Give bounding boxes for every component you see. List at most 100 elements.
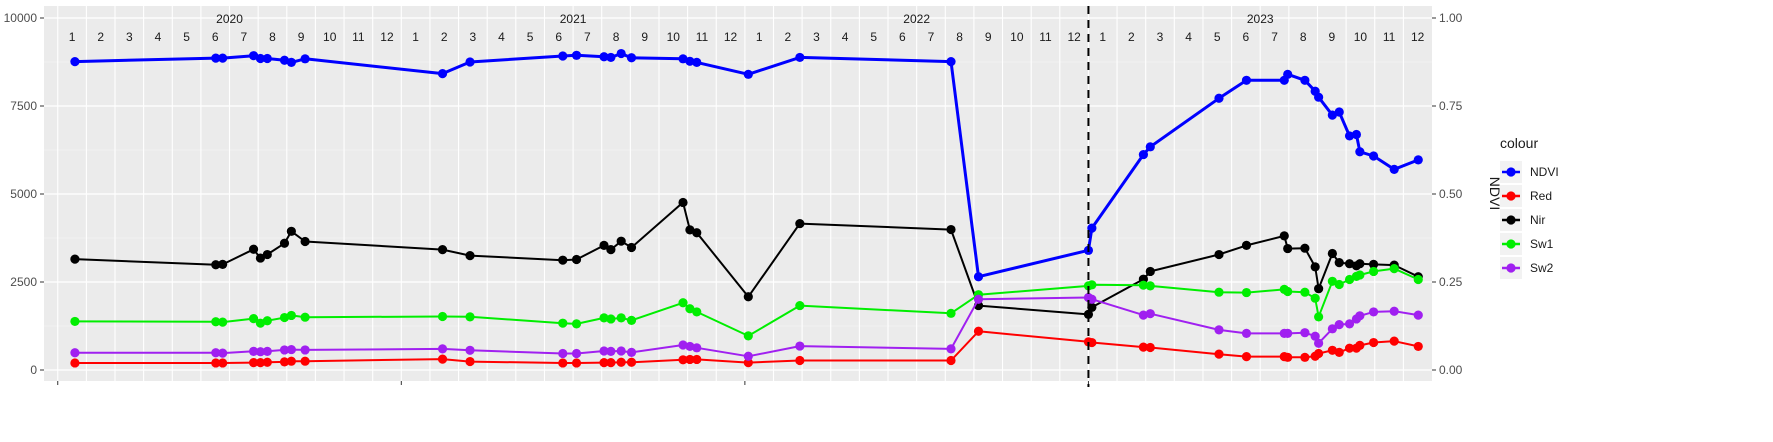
data-point-red xyxy=(1389,336,1399,346)
data-point-sw1 xyxy=(1327,276,1337,286)
data-point-ndvi xyxy=(437,69,448,79)
data-point-red xyxy=(1413,341,1423,352)
data-point-red xyxy=(1283,352,1293,362)
data-point-ndvi xyxy=(692,57,702,67)
month-label: 5 xyxy=(870,30,877,44)
month-label: 1 xyxy=(1099,30,1106,44)
data-point-sw2 xyxy=(1355,311,1365,321)
data-point-nir xyxy=(1283,243,1293,254)
legend-label: NDVI xyxy=(1530,165,1559,179)
month-label: 3 xyxy=(470,30,477,44)
data-point-sw2 xyxy=(626,347,637,357)
data-point-ndvi xyxy=(300,54,310,64)
data-point-nir xyxy=(1310,262,1320,272)
data-point-nir xyxy=(1314,284,1324,294)
data-point-red xyxy=(300,356,310,366)
data-point-sw2 xyxy=(571,348,582,359)
left-y-axis: 0 2500 5000 7500 10000 xyxy=(4,11,1089,385)
data-point-red xyxy=(211,358,221,368)
data-point-nir xyxy=(1355,259,1365,269)
data-point-sw2 xyxy=(946,344,956,354)
data-point-sw2 xyxy=(70,348,80,358)
data-point-sw1 xyxy=(678,298,688,308)
data-point-red xyxy=(606,358,616,368)
data-point-sw2 xyxy=(1334,319,1344,330)
data-point-red xyxy=(1241,352,1252,362)
data-point-sw1 xyxy=(571,319,582,329)
data-point-nir xyxy=(1241,240,1252,250)
data-point-ndvi xyxy=(286,57,296,67)
month-label: 10 xyxy=(1354,30,1368,44)
data-point-sw1 xyxy=(1241,287,1252,298)
data-point-sw1 xyxy=(286,310,296,321)
data-point-sw2 xyxy=(279,345,290,355)
data-point-red xyxy=(1344,343,1355,353)
month-label: 12 xyxy=(724,30,738,44)
y-tick-label: 2500 xyxy=(10,275,37,289)
month-label: 4 xyxy=(155,30,162,44)
data-point-sw1 xyxy=(743,331,753,341)
series-sw2 xyxy=(70,292,1423,361)
series-red xyxy=(70,326,1423,368)
data-point-red xyxy=(1214,349,1224,359)
right-y-axis-title: NDVI xyxy=(1487,177,1503,210)
data-point-red xyxy=(795,355,805,366)
data-point-nir xyxy=(1145,266,1155,277)
year-label: 2023 xyxy=(1247,12,1274,26)
data-point-nir xyxy=(1214,249,1224,260)
data-point-nir xyxy=(279,238,290,248)
data-point-sw1 xyxy=(685,304,695,314)
y2-tick-label: 0.75 xyxy=(1439,99,1463,113)
y-tick-label: 7500 xyxy=(10,99,37,113)
month-label: 5 xyxy=(183,30,190,44)
data-point-red xyxy=(218,358,228,368)
data-point-sw2 xyxy=(599,346,609,356)
month-label: 2 xyxy=(1128,30,1135,44)
y2-tick-label: 1.00 xyxy=(1439,11,1463,25)
data-point-sw2 xyxy=(1241,328,1252,338)
month-label: 11 xyxy=(1383,30,1396,44)
data-point-nir xyxy=(1327,248,1337,259)
data-point-ndvi xyxy=(70,57,80,67)
data-point-nir xyxy=(571,254,582,265)
data-point-ndvi xyxy=(248,51,259,61)
data-point-sw2 xyxy=(795,341,805,351)
data-point-ndvi xyxy=(465,57,475,67)
data-point-red xyxy=(946,355,956,366)
month-label: 12 xyxy=(1411,30,1425,44)
data-point-sw2 xyxy=(465,345,475,355)
month-label: 4 xyxy=(498,30,505,44)
data-point-sw2 xyxy=(1310,331,1320,341)
data-point-ndvi xyxy=(218,53,228,63)
month-label: 9 xyxy=(641,30,648,44)
data-point-sw1 xyxy=(1214,287,1224,297)
data-point-nir xyxy=(1334,258,1344,268)
legend-item-sw2: Sw2 xyxy=(1500,257,1554,279)
data-point-sw1 xyxy=(1344,274,1355,285)
data-point-sw1 xyxy=(795,300,805,311)
data-point-sw1 xyxy=(1334,279,1344,290)
month-label: 10 xyxy=(667,30,681,44)
data-point-sw2 xyxy=(1087,294,1097,304)
data-point-sw1 xyxy=(1310,293,1320,303)
data-point-red xyxy=(1334,347,1344,357)
data-point-nir xyxy=(218,259,228,269)
legend-point xyxy=(1506,239,1516,249)
data-point-nir xyxy=(1300,243,1310,253)
series-sw1 xyxy=(70,264,1423,341)
data-point-red xyxy=(437,354,448,364)
data-point-ndvi xyxy=(1368,151,1379,161)
data-point-nir xyxy=(606,245,616,255)
data-point-sw1 xyxy=(946,308,956,318)
y2-tick-label: 0.00 xyxy=(1439,363,1463,377)
y2-tick-label: 0.25 xyxy=(1439,275,1463,289)
data-point-nir xyxy=(685,225,695,235)
series-layer xyxy=(70,48,1423,368)
data-point-sw1 xyxy=(1145,281,1155,291)
data-point-sw1 xyxy=(616,313,626,323)
data-point-sw2 xyxy=(1389,306,1399,316)
y-tick-label: 5000 xyxy=(10,187,37,201)
data-point-red xyxy=(685,354,695,365)
right-y-axis: 0.00 0.25 0.50 0.75 1.00 xyxy=(1432,11,1463,377)
